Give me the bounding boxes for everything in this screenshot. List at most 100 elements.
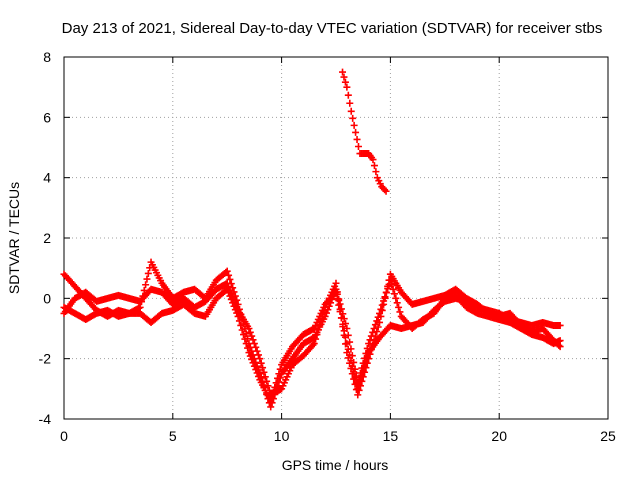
data-point xyxy=(358,371,366,379)
data-point xyxy=(556,343,564,351)
grid-lines xyxy=(64,57,608,419)
data-point xyxy=(341,78,349,86)
data-point xyxy=(331,290,339,298)
data-point xyxy=(363,353,371,361)
data-point xyxy=(268,392,276,400)
data-point xyxy=(386,276,394,284)
data-point xyxy=(377,305,385,313)
data-point xyxy=(248,332,256,340)
data-point xyxy=(227,280,235,288)
data-point xyxy=(138,298,146,306)
x-axis-ticks: 0 5 10 15 20 25 xyxy=(60,57,616,444)
data-point xyxy=(267,397,275,405)
y-tick-label: 6 xyxy=(43,109,51,125)
y-tick-label: 0 xyxy=(43,290,51,306)
data-point xyxy=(223,285,231,293)
data-point xyxy=(344,91,352,99)
data-point xyxy=(249,359,257,367)
data-point xyxy=(272,379,280,387)
data-point xyxy=(235,317,243,325)
data-point xyxy=(237,321,245,329)
data-point xyxy=(226,292,234,300)
data-point xyxy=(230,302,238,310)
data-point xyxy=(355,386,363,394)
data-point xyxy=(352,128,360,136)
data-point xyxy=(359,367,367,375)
data-point xyxy=(260,368,268,376)
data-point xyxy=(234,312,242,320)
data-point xyxy=(346,99,354,107)
data-points xyxy=(60,68,564,411)
data-point xyxy=(142,281,150,289)
x-tick-label: 5 xyxy=(169,428,177,444)
data-point xyxy=(366,336,374,344)
data-point xyxy=(371,321,379,329)
data-point xyxy=(556,337,564,345)
data-point xyxy=(245,349,253,357)
data-point xyxy=(246,328,254,336)
y-axis-ticks: -4 -2 0 2 4 6 8 xyxy=(39,49,608,427)
data-point xyxy=(229,284,237,292)
data-point xyxy=(343,340,351,348)
x-tick-label: 20 xyxy=(491,428,507,444)
data-point xyxy=(373,317,381,325)
data-point xyxy=(144,269,152,277)
data-point xyxy=(310,340,318,348)
data-point xyxy=(350,368,358,376)
data-point xyxy=(332,288,340,296)
data-point xyxy=(350,121,358,129)
data-point xyxy=(369,156,377,164)
data-point xyxy=(332,279,340,287)
data-point xyxy=(340,327,348,335)
series-trace-3 xyxy=(60,285,564,405)
data-point xyxy=(233,309,241,317)
data-point xyxy=(348,362,356,370)
data-point xyxy=(374,313,382,321)
data-point xyxy=(390,290,398,298)
data-point xyxy=(223,267,231,275)
data-point xyxy=(225,289,233,297)
data-point xyxy=(376,309,384,317)
y-tick-label: -2 xyxy=(39,351,52,367)
data-point xyxy=(369,328,377,336)
data-point xyxy=(354,391,362,399)
data-point xyxy=(246,352,254,360)
data-point xyxy=(346,351,354,359)
data-point xyxy=(372,168,380,176)
data-point xyxy=(396,308,404,316)
data-point xyxy=(393,299,401,307)
data-point xyxy=(339,68,347,76)
data-point xyxy=(226,275,234,283)
data-point xyxy=(380,297,388,305)
data-point xyxy=(229,299,237,307)
data-point xyxy=(259,364,267,372)
data-point xyxy=(382,187,390,195)
data-point xyxy=(378,301,386,309)
data-point xyxy=(340,73,348,81)
y-tick-label: -4 xyxy=(39,411,52,427)
data-point xyxy=(274,374,282,382)
data-point xyxy=(381,186,389,194)
y-tick-label: 4 xyxy=(43,170,51,186)
data-point xyxy=(336,308,344,316)
data-point xyxy=(356,376,364,384)
data-point xyxy=(140,286,148,294)
data-point xyxy=(249,336,257,344)
data-point xyxy=(370,325,378,332)
data-point xyxy=(365,340,373,348)
data-point xyxy=(354,142,362,150)
y-tick-label: 8 xyxy=(43,49,51,65)
x-tick-label: 25 xyxy=(600,428,616,444)
data-point xyxy=(388,281,396,289)
data-point xyxy=(238,326,246,334)
data-point xyxy=(395,303,403,311)
data-point xyxy=(250,362,258,370)
data-point xyxy=(353,135,361,143)
data-point xyxy=(136,303,144,311)
data-point xyxy=(336,300,344,308)
data-point xyxy=(231,306,239,314)
data-point xyxy=(276,365,284,373)
data-point xyxy=(269,388,277,396)
data-point xyxy=(344,345,352,353)
